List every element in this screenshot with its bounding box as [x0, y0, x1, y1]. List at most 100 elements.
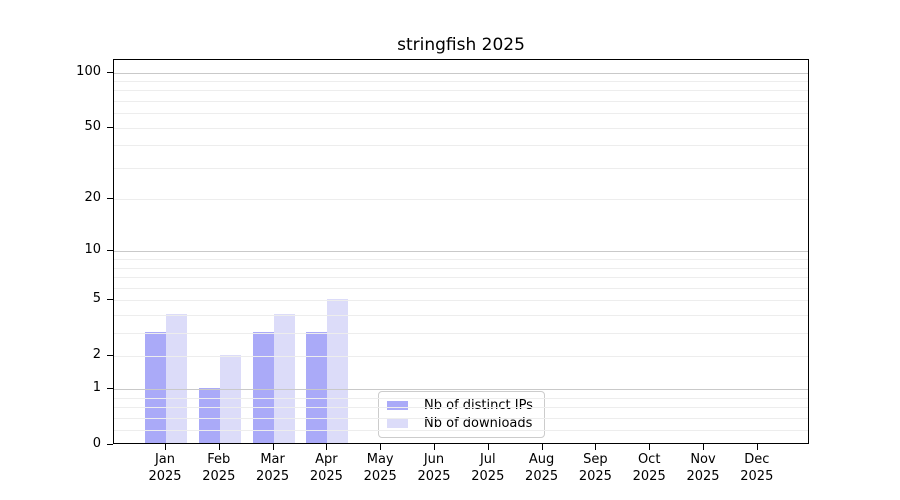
minor-gridline [114, 167, 808, 169]
bar-distinct-ips-feb [198, 388, 220, 443]
x-tick-year: 2025 [363, 469, 397, 484]
x-tick [487, 444, 489, 450]
minor-gridline [114, 315, 808, 317]
x-tick-year: 2025 [578, 469, 612, 484]
minor-gridline [114, 199, 808, 201]
minor-gridline [114, 100, 808, 102]
bar-downloads-feb [219, 355, 241, 443]
minor-gridline [114, 300, 808, 302]
minor-gridline [114, 287, 808, 289]
minor-gridline [114, 90, 808, 92]
bar-distinct-ips-mar [252, 332, 274, 443]
x-tick-year: 2025 [632, 469, 666, 484]
x-tick-month: Aug [528, 452, 555, 467]
x-tick-month: Jun [423, 452, 445, 467]
x-tick-year: 2025 [740, 469, 774, 484]
x-tick-label: Oct 2025 [617, 451, 681, 485]
bar-downloads-apr [327, 299, 349, 443]
legend-item-downloads: Nb of downloads [387, 416, 536, 431]
bar-distinct-ips-jan [145, 332, 166, 443]
legend-label-downloads: Nb of downloads [424, 416, 533, 431]
x-tick-month: Feb [207, 452, 231, 467]
legend: Nb of distinct IPs Nb of downloads [378, 391, 545, 438]
x-tick-year: 2025 [256, 469, 290, 484]
x-tick-month: Oct [637, 452, 661, 467]
y-tick [107, 388, 113, 390]
x-tick-label: Dec 2025 [725, 451, 789, 485]
legend-swatch-distinct-ips [387, 401, 408, 410]
x-tick-label: Aug 2025 [510, 451, 574, 485]
y-tick-label: 100 [76, 63, 101, 79]
x-tick-month: Mar [260, 452, 285, 467]
minor-gridline [114, 259, 808, 261]
y-tick [107, 250, 113, 252]
y-tick [107, 355, 113, 357]
major-gridline [114, 251, 808, 253]
minor-gridline [114, 356, 808, 358]
x-tick [218, 444, 220, 450]
x-tick-label: Jan 2025 [133, 451, 197, 485]
y-tick-label: 50 [84, 118, 101, 134]
x-tick [703, 444, 704, 450]
y-tick [107, 71, 113, 73]
x-tick-month: Jul [479, 452, 496, 467]
x-tick [595, 444, 597, 450]
x-tick-year: 2025 [525, 469, 559, 484]
minor-gridline [114, 417, 808, 419]
minor-gridline [114, 80, 808, 82]
x-tick-month: Jan [154, 452, 176, 467]
bar-downloads-mar [273, 314, 295, 443]
bar-distinct-ips-apr [306, 332, 328, 443]
x-tick [756, 444, 758, 450]
x-tick-label: Nov 2025 [671, 451, 735, 485]
minor-gridline [114, 127, 808, 129]
x-tick [380, 444, 382, 450]
plot-area [113, 59, 809, 444]
minor-gridline [114, 277, 808, 279]
x-tick-year: 2025 [417, 469, 451, 484]
minor-gridline [114, 333, 808, 335]
legend-swatch-downloads [387, 419, 408, 428]
x-tick-year: 2025 [471, 469, 505, 484]
bar-downloads-jan [166, 314, 187, 443]
legend-label-distinct-ips: Nb of distinct IPs [424, 398, 533, 413]
x-tick-year: 2025 [202, 469, 236, 484]
minor-gridline [114, 145, 808, 147]
legend-item-distinct-ips: Nb of distinct IPs [387, 398, 536, 413]
minor-gridline [114, 113, 808, 115]
x-tick-month: Sep [583, 452, 608, 467]
minor-gridline [114, 430, 808, 432]
minor-gridline [114, 267, 808, 269]
x-tick-month: Nov [690, 452, 716, 467]
y-tick [107, 126, 113, 128]
y-tick [107, 198, 113, 200]
y-tick-label: 1 [92, 380, 101, 396]
x-tick-year: 2025 [148, 469, 182, 484]
y-tick [107, 299, 113, 301]
x-tick-month: Dec [744, 452, 770, 467]
x-tick [434, 444, 435, 450]
x-tick-label: Jun 2025 [402, 451, 466, 485]
x-tick-label: Mar 2025 [241, 451, 305, 485]
x-tick-label: Jul 2025 [456, 451, 520, 485]
y-tick-label: 20 [84, 190, 101, 206]
major-gridline [114, 72, 808, 74]
x-tick-label: Sep 2025 [563, 451, 627, 485]
x-tick [541, 444, 543, 450]
x-tick-year: 2025 [309, 469, 343, 484]
y-tick-label: 0 [92, 436, 101, 451]
x-tick [326, 444, 328, 450]
y-tick-label: 10 [84, 242, 101, 258]
x-tick-month: May [366, 452, 394, 467]
x-tick-year: 2025 [686, 469, 720, 484]
chart-title: stringfish 2025 [397, 35, 525, 55]
x-tick [165, 444, 166, 450]
x-tick-month: Apr [315, 452, 338, 467]
y-tick-label: 5 [92, 291, 101, 307]
x-tick-label: May 2025 [348, 451, 412, 485]
x-tick [649, 444, 651, 450]
minor-gridline [114, 397, 808, 399]
major-gridline [114, 389, 808, 391]
y-tick [107, 444, 113, 445]
